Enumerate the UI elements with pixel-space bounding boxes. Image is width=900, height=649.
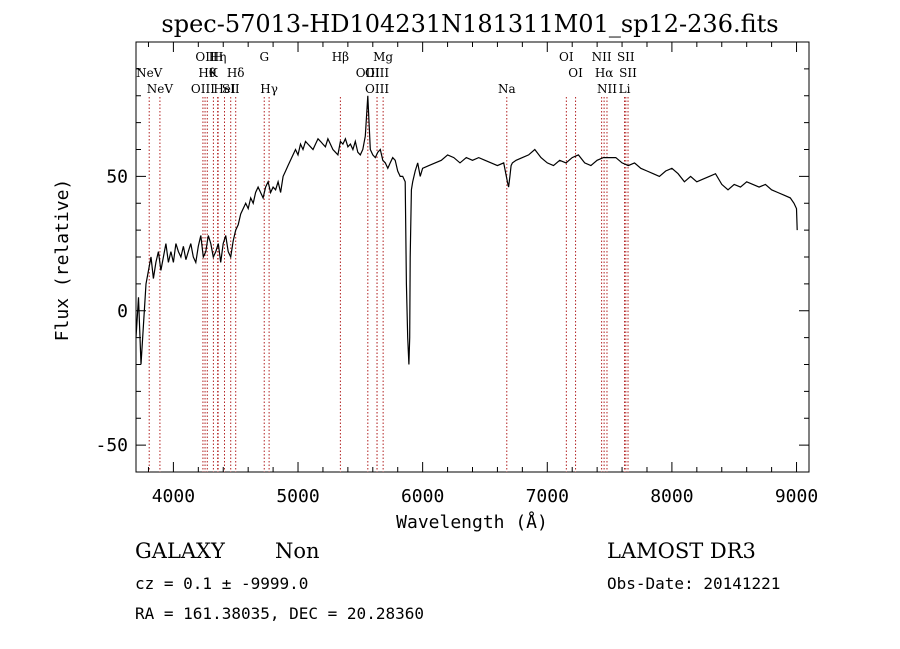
marker-label: Hδ — [227, 66, 245, 80]
marker-label: NII — [597, 82, 617, 96]
marker-label: Hβ — [332, 50, 349, 64]
x-tick-label: 6000 — [401, 486, 444, 507]
y-tick-label: 50 — [106, 166, 128, 187]
marker-label: Hγ — [260, 82, 278, 96]
object-subclass: Non — [275, 539, 320, 563]
marker-label: Na — [498, 82, 516, 96]
marker-label: OI — [559, 50, 574, 64]
x-axis-ticks: 4000 5000 6000 7000 8000 9000 — [147, 42, 818, 507]
plot-frame — [135, 41, 810, 473]
marker-label: H — [213, 50, 223, 64]
marker-label: Hα — [595, 66, 614, 80]
redshift-cz: cz = 0.1 ± -9999.0 — [135, 574, 308, 593]
marker-label: SII — [619, 66, 637, 80]
y-axis-label: Flux (relative) — [52, 179, 73, 342]
y-tick-label: 0 — [117, 301, 128, 322]
marker-label: K — [209, 66, 219, 80]
marker-label: SII — [222, 82, 240, 96]
marker-label: Li — [619, 82, 631, 96]
marker-label: SII — [617, 50, 635, 64]
spectrum-line — [135, 95, 798, 365]
marker-label: Hη — [209, 50, 227, 64]
marker-label: OII — [195, 50, 215, 64]
marker-label: HeI — [213, 82, 236, 96]
marker-label: Mg — [373, 50, 393, 64]
chart-title: spec-57013-HD104231N181311M01_sp12-236.f… — [161, 10, 778, 38]
survey-name: LAMOST DR3 — [607, 539, 756, 563]
marker-label: NeV — [136, 66, 163, 80]
y-axis-ticks: -50 0 50 — [95, 68, 809, 473]
marker-label: NII — [592, 50, 612, 64]
marker-label: OIII — [365, 66, 389, 80]
x-tick-label: 8000 — [650, 486, 693, 507]
x-tick-label: 4000 — [152, 486, 195, 507]
marker-label: Hθ — [198, 66, 216, 80]
line-marker-labels: NeV NeV OIII OII Hθ Hη HeI KH SII Hδ G OIII Hγ Hβ OIII… — [136, 50, 637, 96]
marker-label: OIII — [191, 82, 215, 96]
marker-label: G — [259, 50, 269, 64]
marker-label: NeV — [147, 82, 174, 96]
obs-date: Obs-Date: 20141221 — [607, 574, 780, 593]
y-tick-label: -50 — [95, 435, 128, 456]
marker-label: OIII — [356, 66, 380, 80]
marker-label: OIII — [365, 82, 389, 96]
x-tick-label: 5000 — [276, 486, 319, 507]
x-axis-label: Wavelength (Å) — [396, 511, 548, 533]
coordinates: RA = 161.38035, DEC = 20.28360 — [135, 604, 424, 623]
object-class: GALAXY — [135, 539, 226, 563]
line-markers — [148, 97, 629, 472]
x-tick-label: 9000 — [775, 486, 818, 507]
x-tick-label: 7000 — [526, 486, 569, 507]
marker-label: OI — [568, 66, 583, 80]
